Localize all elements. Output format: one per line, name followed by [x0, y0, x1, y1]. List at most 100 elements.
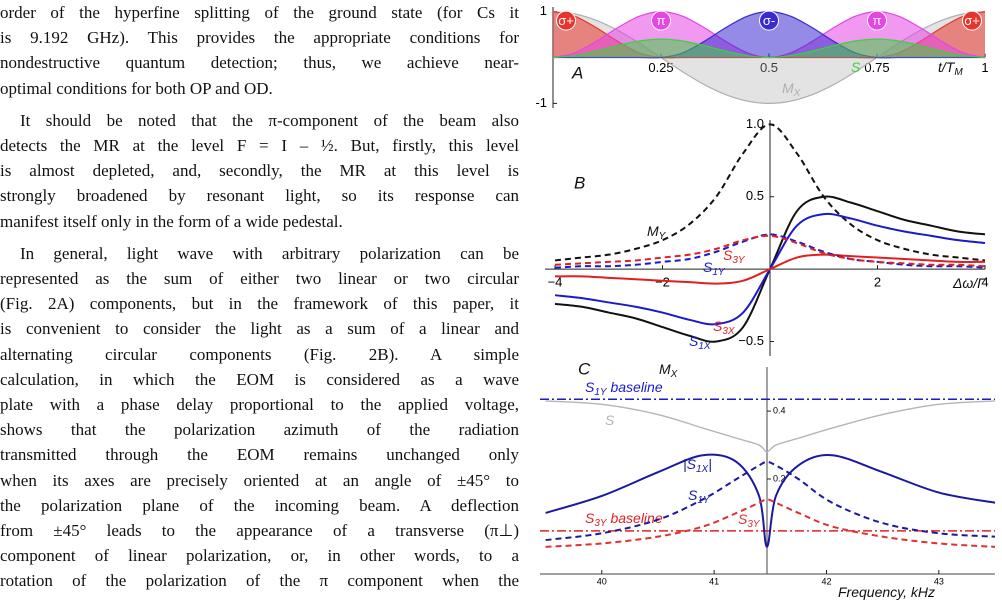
- curve-label: S3Y: [723, 247, 746, 266]
- label-subscript: 1X: [698, 341, 711, 352]
- curve: [554, 233, 986, 269]
- text-line: rotation of the polarization of the π co…: [0, 571, 519, 591]
- label-symbol: S: [688, 487, 698, 503]
- label-symbol: S: [585, 510, 595, 526]
- label-badge: [651, 10, 671, 31]
- label-symbol: S: [851, 59, 861, 75]
- x-tick-label: 0.75: [864, 60, 889, 75]
- panel-label: C: [578, 359, 591, 378]
- curve-label: π: [873, 13, 882, 28]
- curve-label: Frequency, kHz: [838, 584, 935, 600]
- curve-label: S1Y: [688, 487, 711, 506]
- x-tick-label: 0.5: [760, 60, 778, 75]
- label-subscript: Y: [659, 231, 667, 242]
- label-symbol: M: [659, 361, 671, 377]
- label-subscript: 3X: [722, 326, 735, 337]
- label-symbol: S: [585, 379, 595, 395]
- y-tick-label: 1: [540, 3, 547, 18]
- label-symbol: S: [689, 333, 699, 349]
- y-tick-label: 1.0: [746, 116, 764, 131]
- area-fill: [553, 11, 985, 58]
- text-line: It should be noted that the π-component …: [20, 110, 519, 130]
- x-tick-label: 4: [981, 275, 988, 290]
- label-symbol: S: [738, 511, 748, 527]
- x-tick-label: 1: [981, 60, 988, 75]
- curve-label: π: [657, 13, 666, 28]
- y-tick-label: -1: [535, 95, 547, 110]
- text-line: from ±45° leads to the appearance of a t…: [0, 521, 519, 540]
- label-symbol: S: [723, 247, 733, 263]
- label-symbol: |S: [683, 456, 697, 472]
- curve-label: S1Y: [703, 259, 726, 278]
- text-line: is convenient to consider the light as a…: [0, 319, 519, 339]
- text-line: component of linear polarization, or, in…: [0, 546, 519, 566]
- label-subscript: X: [793, 88, 801, 99]
- label-symbol: t/T: [938, 59, 956, 75]
- y-tick-label: 0.2: [773, 473, 786, 483]
- curve: [545, 453, 996, 548]
- x-tick-label: 41: [709, 576, 719, 586]
- label-subscript: 1Y: [697, 495, 711, 506]
- x-tick-label: −2: [655, 275, 670, 290]
- text-line: when its axes are precisely oriented at …: [0, 470, 519, 490]
- text-line: calculation, in which the EOM is conside…: [0, 369, 519, 389]
- label-symbol: S: [713, 318, 723, 334]
- label-subscript: 1X: [696, 464, 709, 475]
- curve-label: S3Y: [738, 511, 761, 530]
- label-symbol: S: [703, 259, 713, 275]
- curve: [554, 253, 986, 285]
- curve-label: S1Y baseline: [585, 379, 663, 398]
- label-subscript: 1Y: [594, 387, 608, 398]
- curve: [554, 234, 986, 268]
- text-line: nondestructive quantum detection; thus, …: [0, 53, 519, 73]
- label-suffix: baseline: [607, 510, 663, 526]
- panel-label: B: [574, 173, 585, 192]
- curve-label: MY: [647, 223, 667, 242]
- curve-label: σ+: [558, 13, 574, 28]
- label-symbol: M: [782, 80, 794, 96]
- text-line: is almost depleted, and, secondly, the M…: [0, 161, 519, 181]
- label-badge: [759, 10, 779, 31]
- label-badge: [867, 10, 887, 31]
- curve-label: |S1X|: [683, 456, 712, 475]
- label-badge: [962, 10, 982, 31]
- label-symbol: M: [647, 223, 659, 239]
- curve: [545, 400, 996, 453]
- curve: [545, 498, 996, 548]
- y-tick-label: −0.5: [738, 333, 764, 348]
- x-tick-label: −4: [548, 275, 563, 290]
- curve-label: t/TM: [938, 59, 963, 78]
- x-tick-label: 0.25: [648, 60, 673, 75]
- text-line: is 9.192 GHz). This provides the appropr…: [0, 28, 519, 48]
- text-line: order of the hyperfine splitting of the …: [0, 3, 519, 22]
- curve-label: S: [605, 412, 615, 428]
- label-subscript: 1Y: [712, 267, 726, 278]
- body-text: order of the hyperfine splitting of the …: [0, 3, 519, 591]
- curve-label: S3X: [713, 318, 735, 337]
- y-tick-label: 0.4: [773, 405, 786, 415]
- text-line: strongly broadened by resonant light, so…: [0, 186, 519, 206]
- text-line: manifest itself only in the form of a wi…: [0, 211, 343, 231]
- text-line: represented as the sum of either two lin…: [0, 269, 519, 288]
- area-fill: [553, 39, 985, 58]
- label-badge: [556, 10, 576, 31]
- curve: [545, 461, 996, 542]
- label-subscript: M: [954, 67, 963, 78]
- label-symbol: Δω/Γ: [952, 275, 986, 291]
- text-line: alternating circular components (Fig. 2B…: [0, 344, 519, 364]
- x-tick-label: 2: [874, 275, 881, 290]
- text-line: optimal conditions for both OP and OD.: [0, 78, 273, 98]
- label-subscript: 3Y: [732, 255, 746, 266]
- text-line: detects the MR at the level F = I – ½. B…: [0, 136, 519, 155]
- curve-label: σ+: [964, 13, 980, 28]
- x-tick-label: 42: [821, 576, 831, 586]
- text-line: In general, light wave with arbitrary po…: [20, 243, 519, 263]
- text-line: transmitted through the EOM remains unch…: [0, 445, 519, 465]
- area-line: [552, 38, 986, 59]
- curve-label: Δω/Γ: [952, 275, 986, 291]
- label-subscript: 3Y: [747, 519, 761, 530]
- curve-label: MX: [659, 361, 678, 380]
- curve-label: S1X: [689, 333, 711, 352]
